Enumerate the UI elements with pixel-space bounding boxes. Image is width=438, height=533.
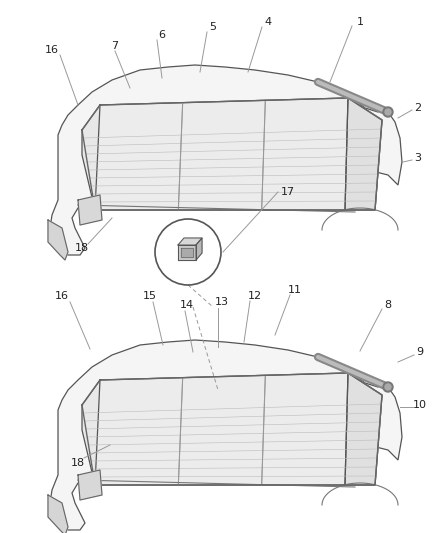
Circle shape [155,219,221,285]
Text: 10: 10 [413,400,427,410]
Polygon shape [178,238,202,245]
Text: 12: 12 [248,291,262,301]
Circle shape [385,109,391,115]
Text: 8: 8 [385,300,392,310]
Text: 13: 13 [215,297,229,307]
Circle shape [383,382,393,392]
Polygon shape [196,238,202,260]
Polygon shape [345,98,382,210]
Text: 7: 7 [111,41,119,51]
Polygon shape [78,470,102,500]
Polygon shape [95,98,348,210]
Polygon shape [82,98,382,210]
Text: 18: 18 [75,243,89,253]
Text: 9: 9 [417,347,424,357]
Circle shape [383,107,393,117]
Text: 15: 15 [143,291,157,301]
Text: 4: 4 [265,17,272,27]
Text: 1: 1 [357,17,364,27]
Text: 14: 14 [180,300,194,310]
Text: 18: 18 [71,458,85,468]
Text: 3: 3 [414,153,421,163]
Polygon shape [178,245,196,260]
Polygon shape [50,65,402,255]
Text: 16: 16 [45,45,59,55]
Text: 17: 17 [281,187,295,197]
Polygon shape [82,373,382,485]
Polygon shape [181,248,193,257]
Circle shape [385,384,391,390]
Polygon shape [50,340,402,530]
Text: 6: 6 [159,30,166,40]
Text: 5: 5 [209,22,216,32]
Polygon shape [48,220,68,260]
Polygon shape [345,373,382,485]
Text: 11: 11 [288,285,302,295]
Polygon shape [78,195,102,225]
Text: 16: 16 [55,291,69,301]
Text: 2: 2 [414,103,421,113]
Polygon shape [95,373,348,485]
Polygon shape [48,495,68,533]
